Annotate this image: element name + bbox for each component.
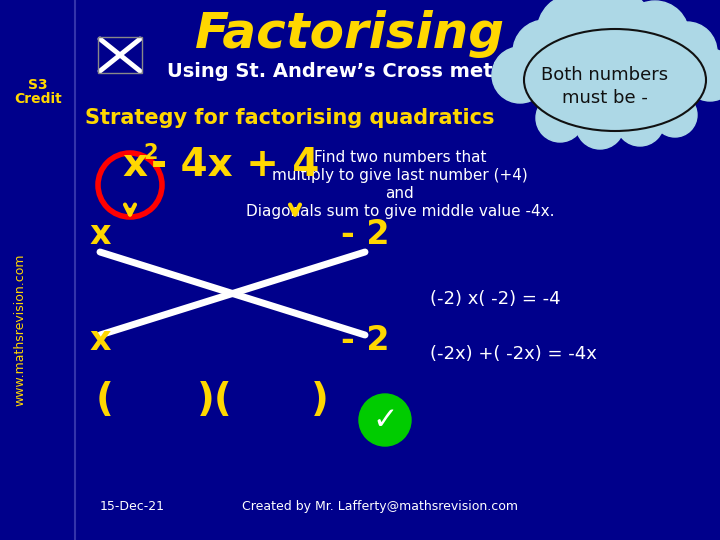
Circle shape — [576, 101, 624, 149]
Text: must be -: must be - — [562, 89, 648, 107]
Circle shape — [513, 20, 577, 84]
Text: Diagonals sum to give middle value -4x.: Diagonals sum to give middle value -4x. — [246, 204, 554, 219]
Text: Find two numbers that: Find two numbers that — [314, 150, 486, 165]
Text: multiply to give last number (+4): multiply to give last number (+4) — [272, 168, 528, 183]
Text: x: x — [89, 219, 111, 252]
Text: - 2: - 2 — [341, 219, 390, 252]
Text: Both numbers: Both numbers — [541, 66, 669, 84]
Text: Strategy for factorising quadratics: Strategy for factorising quadratics — [85, 108, 495, 128]
Text: (-2x) +( -2x) = -4x: (-2x) +( -2x) = -4x — [430, 345, 597, 363]
Text: 15-Dec-21: 15-Dec-21 — [100, 500, 165, 513]
Text: ): ) — [311, 381, 329, 419]
Text: (-2) x( -2) = -4: (-2) x( -2) = -4 — [430, 290, 561, 308]
Circle shape — [616, 98, 664, 146]
Text: Factorising: Factorising — [195, 10, 505, 58]
Text: x: x — [122, 146, 148, 184]
Circle shape — [621, 1, 689, 69]
Text: 2: 2 — [144, 143, 158, 163]
Circle shape — [653, 93, 697, 137]
Circle shape — [577, 0, 653, 66]
Text: www.mathsrevision.com: www.mathsrevision.com — [14, 254, 27, 406]
Circle shape — [359, 394, 411, 446]
Circle shape — [536, 94, 584, 142]
Circle shape — [684, 49, 720, 101]
Text: (: ( — [96, 381, 114, 419]
Text: x: x — [89, 323, 111, 356]
Text: - 2: - 2 — [341, 323, 390, 356]
Text: Credit: Credit — [14, 92, 62, 106]
Circle shape — [492, 47, 548, 103]
Circle shape — [657, 22, 717, 82]
Text: S3: S3 — [28, 78, 48, 92]
Ellipse shape — [525, 30, 705, 130]
Bar — [98, 37, 142, 73]
Text: and: and — [386, 186, 415, 201]
Bar — [98, 37, 142, 73]
Circle shape — [537, 0, 613, 70]
Text: - 4x + 4: - 4x + 4 — [150, 146, 319, 184]
Text: Using St. Andrew’s Cross method: Using St. Andrew’s Cross method — [166, 62, 534, 81]
Text: Created by Mr. Lafferty@mathsrevision.com: Created by Mr. Lafferty@mathsrevision.co… — [242, 500, 518, 513]
Text: )(: )( — [197, 381, 233, 419]
Text: ✓: ✓ — [372, 406, 397, 435]
